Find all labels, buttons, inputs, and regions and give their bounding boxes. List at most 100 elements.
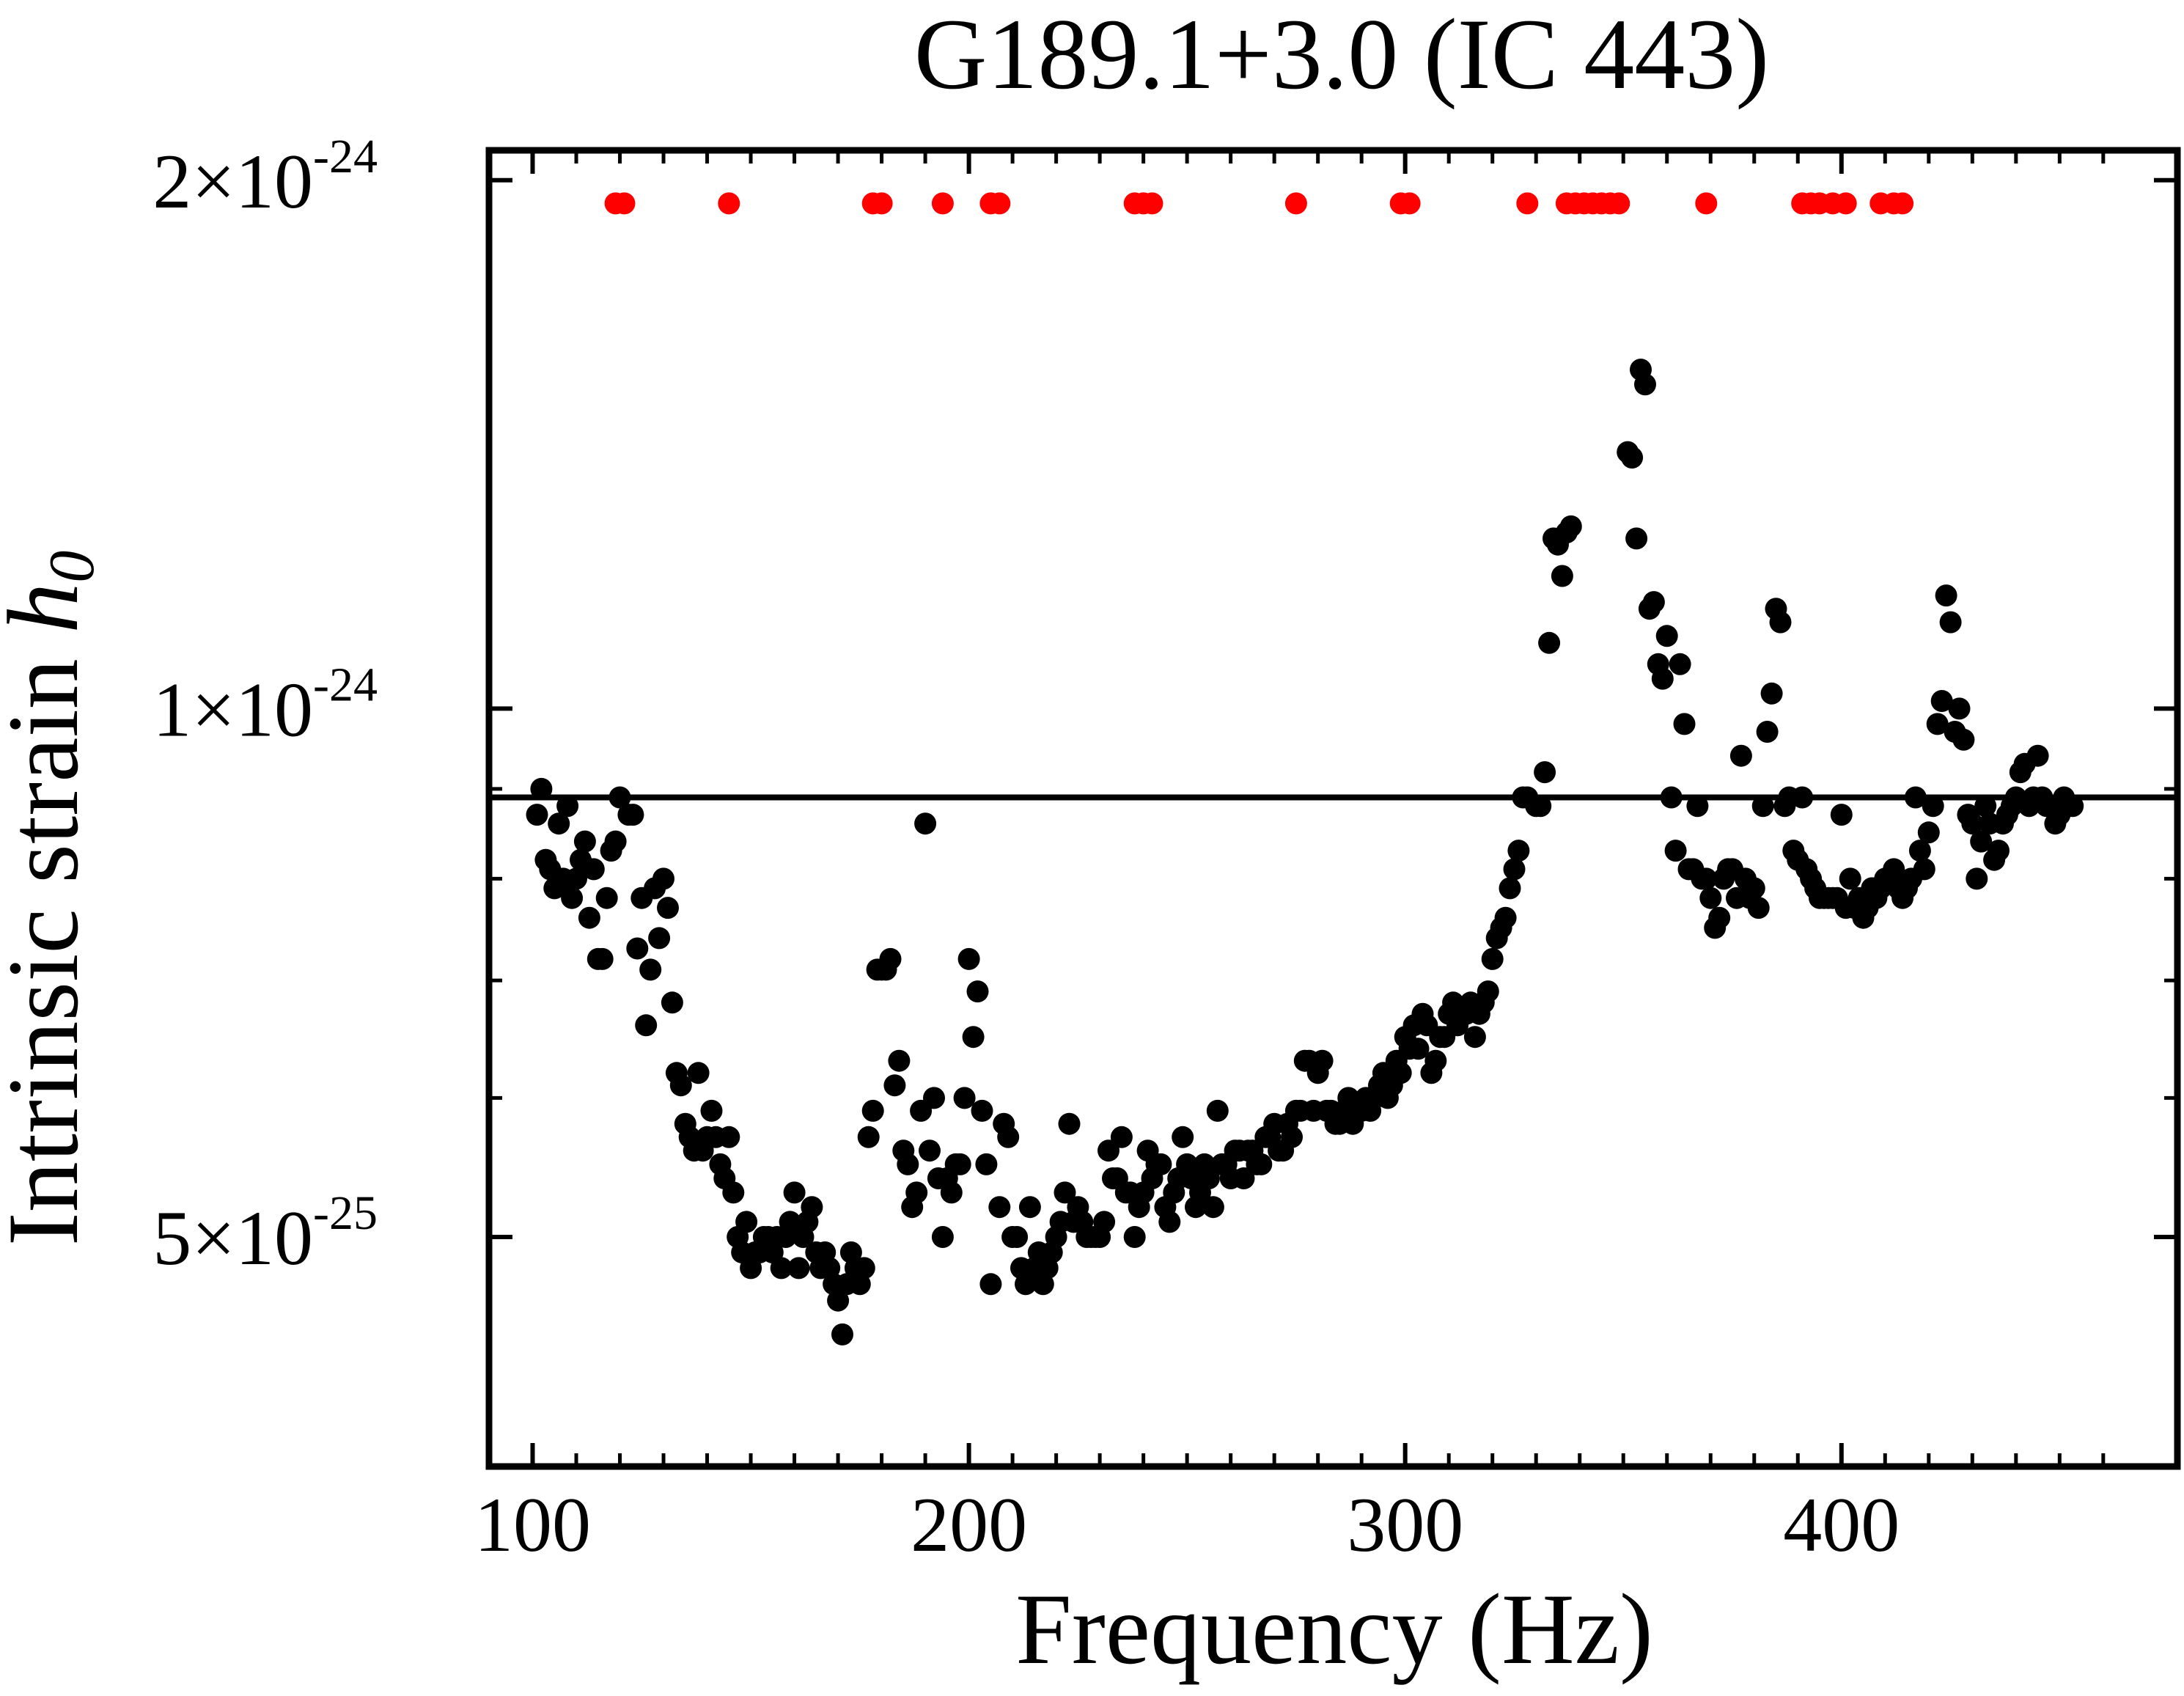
data-point — [1494, 906, 1517, 929]
data-point — [526, 804, 548, 826]
data-point — [1123, 1226, 1146, 1248]
data-point — [1529, 795, 1552, 818]
data-point — [1206, 1099, 1229, 1122]
data-point — [966, 980, 989, 1003]
data-point — [1507, 840, 1530, 862]
data-point — [787, 1257, 810, 1280]
y-axis-title-text: Intrinsic strain h0 — [0, 551, 108, 1246]
series-red-points — [604, 192, 1914, 215]
data-point — [1699, 886, 1722, 909]
data-point — [1756, 721, 1779, 743]
data-point — [1250, 1153, 1273, 1175]
data-point — [595, 886, 618, 909]
data-point — [1673, 713, 1696, 735]
data-point — [565, 867, 587, 890]
data-point — [1398, 192, 1421, 215]
data-point — [1093, 1211, 1116, 1233]
data-point — [1424, 1049, 1447, 1072]
data-point — [1686, 795, 1709, 818]
data-point — [1054, 1181, 1076, 1204]
x-tick-label: 200 — [911, 1482, 1027, 1568]
y-tick-mantissa: 5×10 — [152, 1195, 313, 1281]
y-tick-mantissa: 2×10 — [152, 139, 313, 224]
data-point — [949, 1153, 971, 1175]
x-tick-label: 400 — [1783, 1482, 1900, 1568]
y-tick-label: 1×10-24 — [152, 658, 378, 752]
data-point — [2062, 795, 2084, 818]
data-point — [931, 1226, 954, 1248]
data-point — [888, 1049, 911, 1072]
data-point — [1621, 447, 1644, 469]
data-point — [1141, 192, 1163, 215]
data-point — [652, 867, 674, 890]
data-point — [1952, 728, 1975, 751]
data-point — [648, 927, 671, 950]
data-point — [1935, 584, 1957, 607]
data-point — [1970, 830, 1993, 853]
data-point — [861, 1099, 884, 1122]
data-point — [1110, 1126, 1133, 1148]
data-point — [1904, 786, 1927, 809]
data-point — [1407, 1038, 1430, 1060]
data-point — [883, 1074, 906, 1097]
data-point — [578, 906, 600, 929]
data-point — [1499, 877, 1521, 900]
data-point — [1908, 840, 1931, 862]
data-point — [548, 812, 570, 835]
data-point — [1311, 1049, 1334, 1072]
data-point — [1655, 625, 1678, 647]
data-point — [1284, 192, 1307, 215]
data-point — [975, 1153, 998, 1175]
data-point — [1708, 906, 1731, 929]
y-axis-title: Intrinsic strain h0 — [0, 551, 108, 1246]
data-point — [919, 1139, 941, 1162]
data-point — [1948, 697, 1971, 720]
data-point — [979, 1273, 1002, 1296]
data-point — [1830, 804, 1853, 826]
data-point — [827, 1289, 850, 1312]
data-point — [1015, 1273, 1037, 1296]
data-point — [700, 1099, 723, 1122]
data-point — [573, 830, 596, 853]
data-point — [988, 192, 1011, 215]
data-point — [1669, 653, 1691, 675]
data-point — [1516, 192, 1539, 215]
y-axis-title-main: Intrinsic strain — [0, 634, 99, 1246]
data-point — [770, 1257, 793, 1280]
data-point — [1538, 631, 1561, 654]
data-point — [1695, 867, 1718, 890]
data-point — [1891, 192, 1914, 215]
y-axis-title-subscript: 0 — [37, 551, 108, 583]
data-point — [1660, 786, 1683, 809]
data-point — [1791, 786, 1814, 809]
data-point — [801, 1196, 823, 1219]
data-point — [718, 192, 740, 215]
data-point — [1729, 744, 1752, 767]
chart-title: G189.1+3.0 (IC 443) — [914, 0, 1769, 110]
data-point — [639, 958, 662, 981]
data-point — [971, 1099, 993, 1122]
data-point — [2026, 744, 2049, 767]
data-point — [1551, 565, 1573, 587]
data-point — [1664, 840, 1687, 862]
data-point — [687, 1062, 710, 1084]
data-point — [591, 947, 614, 970]
y-tick-exponent: -25 — [313, 1186, 378, 1240]
data-point — [1006, 1226, 1029, 1248]
data-point — [1974, 795, 1997, 818]
data-point — [1559, 515, 1582, 537]
data-point — [897, 1153, 919, 1175]
data-point — [635, 1014, 658, 1037]
data-point — [604, 830, 627, 853]
data-point — [940, 1181, 963, 1204]
data-point — [1534, 761, 1556, 784]
y-tick-mantissa: 1×10 — [152, 667, 313, 752]
data-point — [1503, 858, 1526, 881]
data-point — [1477, 980, 1499, 1003]
data-point — [1695, 192, 1718, 215]
data-point — [1150, 1153, 1172, 1175]
y-tick-label: 5×10-25 — [152, 1186, 378, 1281]
data-point — [1097, 1139, 1119, 1162]
data-point — [1058, 1112, 1081, 1135]
